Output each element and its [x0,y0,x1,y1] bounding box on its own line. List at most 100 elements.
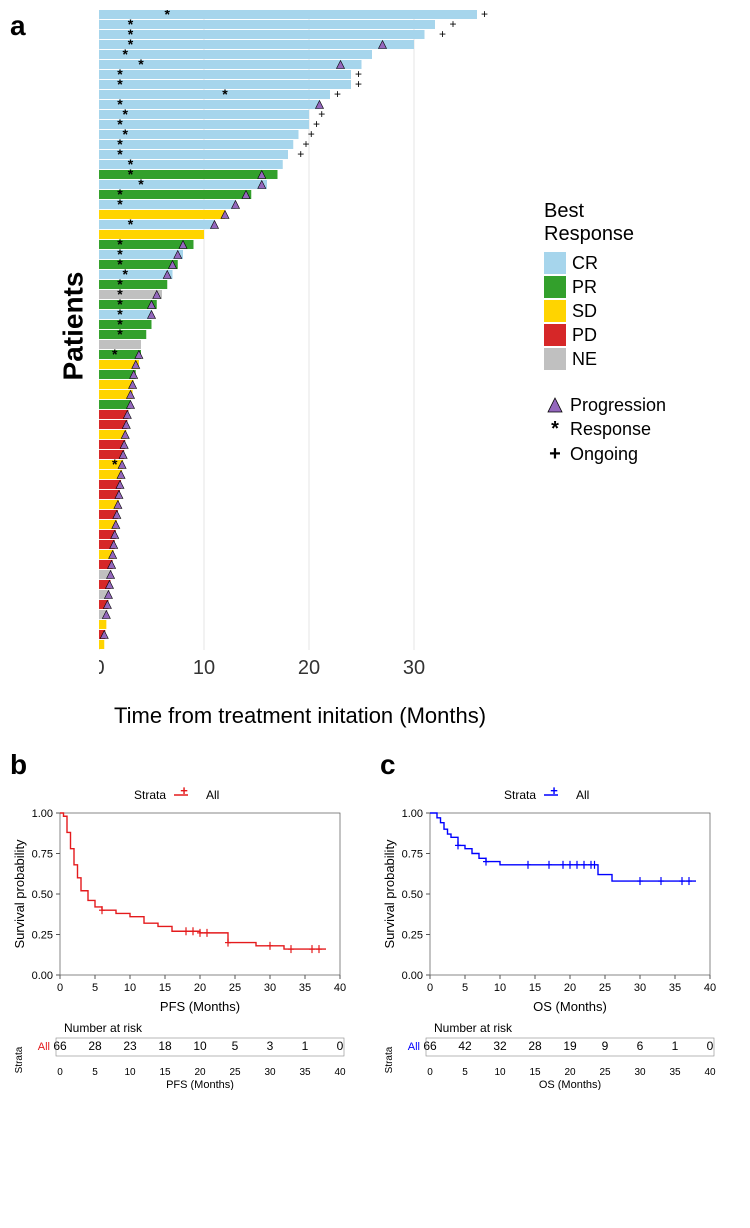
svg-text:+: + [481,10,488,21]
svg-text:20: 20 [298,657,320,679]
svg-text:*: * [128,166,134,182]
svg-text:*: * [112,456,118,472]
svg-text:15: 15 [159,1067,171,1078]
svg-text:5: 5 [92,982,98,994]
svg-text:0.25: 0.25 [402,930,423,942]
svg-text:0: 0 [427,982,433,994]
svg-text:42: 42 [458,1039,472,1053]
svg-text:25: 25 [599,1067,611,1078]
svg-text:All: All [576,788,589,802]
km-pfs-svg: 0.000.250.500.751.000510152025303540PFS … [10,785,350,1015]
panel-label-a: a [10,10,44,42]
svg-text:OS (Months): OS (Months) [539,1079,601,1090]
svg-text:PFS (Months): PFS (Months) [160,999,240,1014]
svg-text:15: 15 [529,982,541,994]
panel-label-b: b [10,749,370,781]
svg-text:10: 10 [124,982,136,994]
svg-text:Number at risk: Number at risk [64,1021,143,1035]
legend-item-CR: CR [544,252,666,274]
svg-text:*: * [123,106,129,122]
svg-text:Number at risk: Number at risk [434,1021,513,1035]
legend-item-SD: SD [544,300,666,322]
svg-text:Survival probability: Survival probability [382,839,397,949]
svg-text:0: 0 [707,1039,714,1053]
svg-text:*: * [123,126,129,142]
svg-text:28: 28 [528,1039,542,1053]
svg-text:5: 5 [462,1067,468,1078]
svg-text:*: * [117,146,123,162]
svg-text:Strata: Strata [14,1046,25,1073]
svg-text:0: 0 [427,1067,433,1078]
svg-text:28: 28 [88,1039,102,1053]
svg-text:19: 19 [563,1039,577,1053]
svg-text:+: + [355,77,362,91]
svg-text:All: All [38,1041,50,1053]
svg-text:25: 25 [229,1067,241,1078]
risk-table-pfs: Number at riskStrataAll66028523101815102… [10,1020,350,1090]
svg-text:30: 30 [264,1067,276,1078]
svg-text:0: 0 [99,657,105,679]
legend-item-PD: PD [544,324,666,346]
svg-text:30: 30 [634,1067,646,1078]
svg-text:*: * [123,266,129,282]
legend-marker-Ongoing: +Ongoing [544,443,666,466]
swimmer-plot: Patients 0102030*+*+*+****+*+*+**+*+*+*+… [44,10,539,729]
svg-text:9: 9 [602,1039,609,1053]
panel-label-c: c [380,749,740,781]
km-panel-c: c 0.000.250.500.751.000510152025303540OS… [380,749,740,1095]
svg-text:32: 32 [493,1039,507,1053]
swimmer-xlabel: Time from treatment initation (Months) [114,703,539,729]
svg-text:0: 0 [337,1039,344,1053]
legend-item-NE: NE [544,348,666,370]
svg-text:+: + [550,785,558,798]
svg-text:30: 30 [264,982,276,994]
svg-text:10: 10 [124,1067,136,1078]
svg-text:1.00: 1.00 [402,808,423,820]
svg-text:*: * [117,196,123,212]
svg-text:20: 20 [194,1067,206,1078]
svg-text:+: + [297,147,304,161]
svg-text:20: 20 [564,982,576,994]
svg-text:*: * [123,46,129,62]
svg-text:1.00: 1.00 [32,808,53,820]
svg-text:6: 6 [637,1039,644,1053]
svg-text:0.50: 0.50 [32,889,53,901]
svg-text:18: 18 [158,1039,172,1053]
svg-text:PFS (Months): PFS (Months) [166,1079,234,1090]
svg-text:1: 1 [302,1039,309,1053]
svg-text:5: 5 [462,982,468,994]
svg-text:25: 25 [229,982,241,994]
svg-text:40: 40 [334,1067,346,1078]
svg-text:0.75: 0.75 [32,849,53,861]
svg-text:35: 35 [669,982,681,994]
svg-text:0.50: 0.50 [402,889,423,901]
svg-text:10: 10 [494,982,506,994]
swimmer-ylabel: Patients [57,272,89,381]
svg-text:40: 40 [704,982,716,994]
svg-text:40: 40 [334,982,346,994]
svg-text:OS (Months): OS (Months) [533,999,607,1014]
svg-text:35: 35 [299,1067,311,1078]
svg-text:Strata: Strata [134,788,166,802]
km-os-svg: 0.00 0.25 0.50 0.75 1.00 0 5 10 15 20 25 30 35 40 OS (… [380,785,720,1015]
swimmer-svg: 0102030*+*+*+****+*+*+**+*+*+*+*+*******… [99,10,539,690]
svg-text:66: 66 [53,1039,67,1053]
svg-text:66: 66 [423,1039,437,1053]
svg-text:25: 25 [599,982,611,994]
svg-text:0.75: 0.75 [402,849,423,861]
svg-text:15: 15 [529,1067,541,1078]
svg-text:0.00: 0.00 [32,970,53,982]
svg-text:All: All [206,788,219,802]
svg-text:1: 1 [672,1039,679,1053]
svg-text:0: 0 [57,1067,63,1078]
svg-text:+: + [439,27,446,41]
svg-text:*: * [117,326,123,342]
risk-table-os: Number at riskStrataAll66042532102815192… [380,1020,720,1090]
legend-marker-Progression: Progression [544,394,666,416]
svg-text:Survival probability: Survival probability [12,839,27,949]
svg-text:30: 30 [634,982,646,994]
svg-text:*: * [222,86,228,102]
svg-text:Strata: Strata [504,788,536,802]
svg-text:0.00: 0.00 [402,970,423,982]
legend-title: Best Response [544,200,666,246]
